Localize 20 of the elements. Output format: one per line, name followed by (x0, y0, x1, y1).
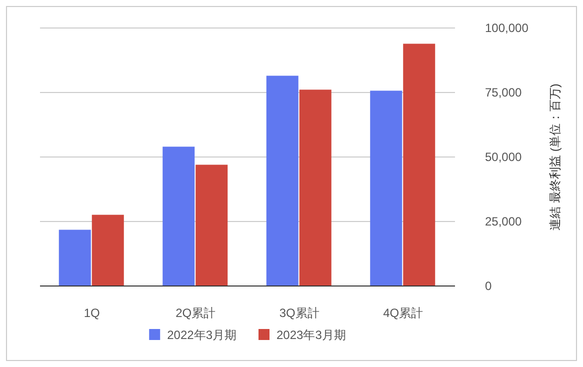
y-tick-label: 50,000 (485, 150, 522, 164)
bar (196, 164, 228, 286)
bar (266, 76, 298, 286)
y-tick-label: 0 (485, 279, 492, 293)
x-tick-label: 1Q (84, 306, 100, 320)
legend-label: 2023年3月期 (276, 328, 346, 342)
bar (92, 214, 124, 286)
bar (162, 146, 195, 286)
y-tick-label: 75,000 (485, 86, 522, 100)
y-tick-label: 25,000 (485, 214, 522, 228)
y-axis-title: 連結 最終利益 (単位：百万) (548, 84, 562, 230)
bar (299, 90, 332, 286)
x-tick-label: 4Q累計 (383, 306, 424, 320)
y-tick-label: 100,000 (485, 21, 529, 35)
bar (403, 44, 436, 286)
x-tick-label: 2Q累計 (176, 306, 216, 320)
bar (370, 90, 402, 286)
x-tick-label: 3Q累計 (279, 306, 320, 320)
bar (58, 230, 91, 286)
legend-label: 2022年3月期 (167, 328, 236, 342)
